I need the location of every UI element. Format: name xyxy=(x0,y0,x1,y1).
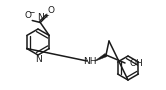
Text: −: − xyxy=(28,8,34,17)
Text: O: O xyxy=(25,11,32,20)
Text: +: + xyxy=(43,13,49,19)
Text: NH: NH xyxy=(83,57,97,66)
Text: O: O xyxy=(48,6,55,15)
Polygon shape xyxy=(95,53,107,61)
Text: N: N xyxy=(37,13,44,22)
Text: OH: OH xyxy=(129,58,143,68)
Text: N: N xyxy=(35,56,41,65)
